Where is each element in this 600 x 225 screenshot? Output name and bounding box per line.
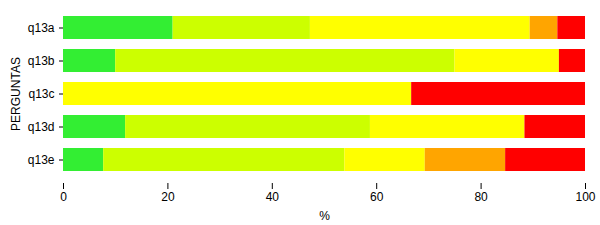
svg-text:%: % — [319, 209, 330, 223]
svg-text:60: 60 — [370, 190, 384, 204]
svg-text:q13d: q13d — [28, 120, 55, 134]
svg-text:20: 20 — [161, 190, 175, 204]
svg-text:80: 80 — [474, 190, 488, 204]
svg-text:q13b: q13b — [28, 54, 55, 68]
svg-text:q13c: q13c — [28, 87, 54, 101]
svg-text:100: 100 — [575, 190, 595, 204]
svg-text:q13e: q13e — [28, 153, 55, 167]
svg-text:q13a: q13a — [28, 21, 55, 35]
svg-text:40: 40 — [266, 190, 280, 204]
svg-text:0: 0 — [60, 190, 67, 204]
svg-text:PERGUNTAS: PERGUNTAS — [9, 57, 23, 131]
